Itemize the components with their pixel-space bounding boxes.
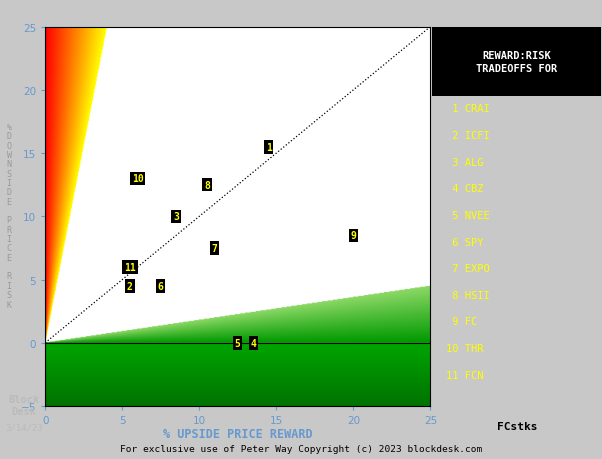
Text: 7 EXPO: 7 EXPO [445, 263, 489, 274]
Text: 9: 9 [350, 231, 356, 241]
Text: 5 NVEE: 5 NVEE [445, 211, 489, 220]
Text: REWARD:RISK
TRADEOFFS FOR: REWARD:RISK TRADEOFFS FOR [476, 51, 557, 73]
Text: 2 ICFI: 2 ICFI [445, 131, 489, 141]
Text: 2: 2 [127, 281, 133, 291]
Text: 6: 6 [158, 281, 164, 291]
Text: 7: 7 [212, 243, 217, 253]
Text: 1 CRAI: 1 CRAI [445, 104, 489, 114]
Text: 11 FCN: 11 FCN [445, 370, 483, 380]
Text: 10: 10 [132, 174, 143, 184]
Text: 4 CBZ: 4 CBZ [445, 184, 483, 194]
Text: 8: 8 [204, 180, 210, 190]
Text: 3: 3 [173, 212, 179, 222]
Text: 1: 1 [265, 142, 272, 152]
Text: 3/14/23: 3/14/23 [5, 422, 43, 431]
Text: 6 SPY: 6 SPY [445, 237, 483, 247]
Text: %
D
O
W
N
S
I
D
E
 
P
R
I
C
E
 
R
I
S
K: % D O W N S I D E P R I C E R I S K [7, 123, 11, 309]
Bar [432, 28, 601, 97]
Text: 3 ALG: 3 ALG [445, 157, 483, 168]
Text: 10 THR: 10 THR [445, 343, 483, 353]
Text: For exclusive use of Peter Way Copyright (c) 2023 blockdesk.com: For exclusive use of Peter Way Copyright… [120, 444, 482, 453]
Text: Block
Desk: Block Desk [8, 394, 40, 416]
Text: % UPSIDE PRICE REWARD: % UPSIDE PRICE REWARD [163, 427, 312, 440]
Text: 5: 5 [235, 338, 241, 348]
Text: 8 HSII: 8 HSII [445, 290, 489, 300]
Text: 11: 11 [124, 263, 136, 272]
Text: 4: 4 [250, 338, 256, 348]
Text: FCstks: FCstks [497, 421, 538, 431]
Text: 9 FC: 9 FC [445, 317, 477, 327]
